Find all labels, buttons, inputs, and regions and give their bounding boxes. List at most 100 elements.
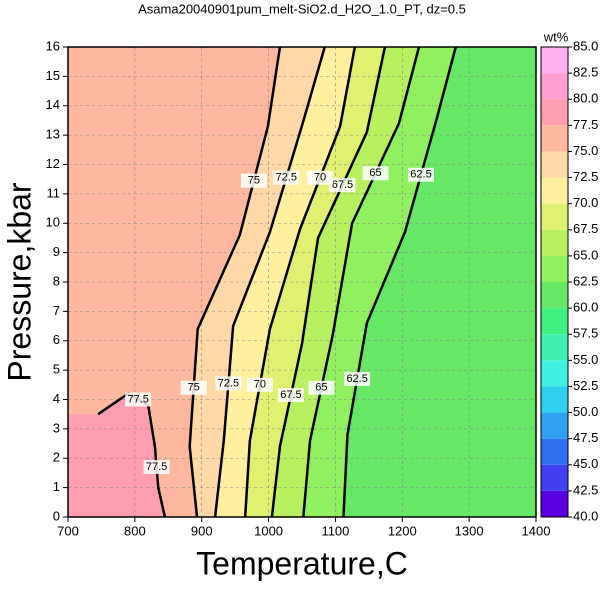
colorbar-tick-label: 62.5 [573,273,598,288]
y-tick-label: 14 [46,97,60,112]
y-tick-label: 10 [46,215,60,230]
contour-line [213,46,326,518]
colorbar-band [541,255,568,282]
y-tick-label: 3 [53,420,60,435]
contour-label: 67.5 [332,179,353,191]
contour-label-bg [308,380,335,395]
x-tick-label: 800 [124,523,146,538]
contour-label-bg [329,178,356,193]
colorbar-tick-label: 50.0 [573,404,598,419]
colorbar-band [541,151,568,178]
contour-label: 72.5 [218,377,239,389]
contour-fill [68,393,165,517]
y-tick-label: 15 [46,68,60,83]
colorbar-band [541,73,568,100]
contour-label: 70 [314,172,326,184]
chart-title: Asama20040901pum_melt-SiO2.d_H2O_1.0_PT,… [138,1,466,16]
x-tick-label: 1400 [522,523,551,538]
colorbar-tick-label: 75.0 [573,143,598,158]
contour-label-bg [246,377,273,392]
contour-label-bg [277,388,304,403]
contour-label-bg [215,376,242,391]
y-tick-label: 9 [53,244,60,259]
y-tick-label: 7 [53,303,60,318]
contour-label-bg [307,170,334,185]
contour-label: 72.5 [276,172,297,184]
colorbar-band [541,438,568,465]
contour-label: 77.5 [127,393,148,405]
colorbar-tick-label: 85.0 [573,38,598,53]
y-tick-label: 11 [47,185,61,200]
colorbar-label: wt% [543,29,569,44]
colorbar-band [541,464,568,491]
colorbar-tick-label: 72.5 [573,169,598,184]
y-tick-label: 4 [53,391,60,406]
contour-line [302,46,421,518]
y-tick-label: 6 [53,332,60,347]
colorbar-tick-label: 45.0 [573,456,598,471]
colorbar-tick-label: 60.0 [573,300,598,315]
contour-line [270,46,387,518]
y-tick-label: 0 [53,508,60,523]
colorbar-tick-label: 82.5 [573,65,598,80]
contour-label-bg [240,173,267,188]
x-tick-label: 900 [191,523,213,538]
contour-label: 65 [369,167,381,179]
colorbar-tick-label: 67.5 [573,221,598,236]
contour-label-bg [125,392,152,407]
contour-label-bg [362,166,389,181]
colorbar-band [541,282,568,309]
contour-label: 75 [248,175,260,187]
colorbar-band [541,203,568,230]
contour-label: 77.5 [146,461,167,473]
contour-line [188,46,282,518]
colorbar-band [541,99,568,126]
y-tick-label: 16 [46,38,60,53]
colorbar-band [541,229,568,256]
x-tick-label: 1100 [321,523,349,538]
colorbar-tick-label: 42.5 [573,482,598,497]
contour-label: 62.5 [346,373,367,385]
colorbar-band [541,177,568,204]
x-tick-label: 1000 [254,523,283,538]
colorbar-tick-label: 47.5 [573,430,598,445]
contour-label-bg [344,371,371,386]
x-axis-label: Temperature,C [196,545,408,581]
y-tick-label: 13 [46,127,60,142]
colorbar-band [541,360,568,387]
contour-line [97,392,167,518]
y-tick-label: 1 [53,479,60,494]
colorbar-band [541,412,568,439]
contour-label: 70 [254,379,266,391]
y-tick-label: 2 [53,450,60,465]
colorbar-tick-label: 40.0 [573,508,598,523]
contour-label: 75 [188,382,200,394]
y-tick-label: 5 [53,362,60,377]
colorbar-tick-label: 57.5 [573,326,598,341]
colorbar-band [541,47,568,74]
colorbar-band [541,308,568,335]
contour-label: 65 [315,382,327,394]
x-tick-label: 1200 [388,523,417,538]
contour-line [243,46,357,518]
x-tick-label: 1300 [455,523,484,538]
colorbar-tick-label: 55.0 [573,352,598,367]
contour-label: 67.5 [280,389,301,401]
y-axis-label: Pressure,kbar [1,182,37,382]
colorbar-band [541,386,568,413]
colorbar-tick-label: 77.5 [573,117,598,132]
contour-label-bg [180,380,207,395]
y-tick-label: 12 [46,156,60,171]
contour-label: 62.5 [410,169,431,181]
colorbar-tick-label: 80.0 [573,91,598,106]
colorbar-band [541,125,568,152]
contour-label-bg [408,167,435,182]
y-tick-label: 8 [53,273,60,288]
contour-label-bg [143,460,170,475]
contour-label-bg [273,170,300,185]
colorbar-tick-label: 52.5 [573,378,598,393]
x-tick-label: 700 [57,523,79,538]
contour-line [342,46,457,518]
colorbar-tick-label: 70.0 [573,195,598,210]
